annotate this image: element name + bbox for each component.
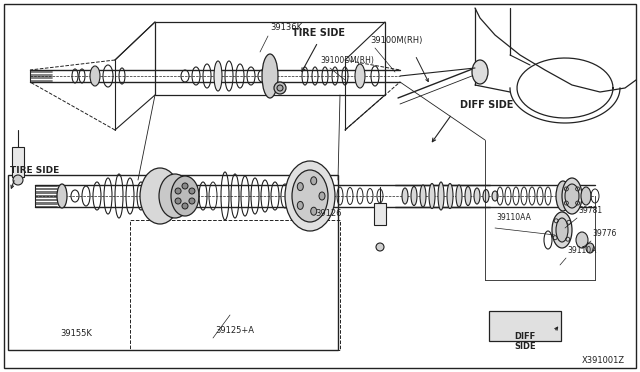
Bar <box>12 147 24 177</box>
Text: 39110A: 39110A <box>567 246 596 255</box>
Ellipse shape <box>13 175 23 185</box>
Ellipse shape <box>492 191 498 201</box>
Ellipse shape <box>189 198 195 204</box>
Ellipse shape <box>355 64 365 88</box>
Ellipse shape <box>586 243 594 253</box>
Bar <box>130 220 340 350</box>
Text: 39136K: 39136K <box>270 23 302 32</box>
Ellipse shape <box>189 188 195 194</box>
Ellipse shape <box>456 185 462 207</box>
Ellipse shape <box>447 183 453 208</box>
Text: 39781: 39781 <box>578 206 602 215</box>
Bar <box>8 175 338 350</box>
Ellipse shape <box>565 184 579 208</box>
Ellipse shape <box>474 188 480 204</box>
Ellipse shape <box>277 85 283 91</box>
Text: 39100DM(RH): 39100DM(RH) <box>320 56 374 65</box>
Ellipse shape <box>376 243 384 251</box>
Ellipse shape <box>472 60 488 84</box>
Ellipse shape <box>552 212 572 248</box>
Ellipse shape <box>310 207 317 215</box>
Ellipse shape <box>140 168 180 224</box>
Ellipse shape <box>57 184 67 208</box>
Ellipse shape <box>420 185 426 207</box>
Ellipse shape <box>465 186 471 205</box>
Ellipse shape <box>90 66 100 86</box>
Ellipse shape <box>411 186 417 205</box>
Ellipse shape <box>402 188 408 204</box>
Ellipse shape <box>175 188 181 194</box>
Ellipse shape <box>310 177 317 185</box>
Text: DIFF
SIDE: DIFF SIDE <box>514 332 536 352</box>
Text: DIFF SIDE: DIFF SIDE <box>460 100 513 110</box>
Ellipse shape <box>298 201 303 209</box>
Ellipse shape <box>576 232 588 248</box>
Ellipse shape <box>562 178 582 214</box>
Text: 39100M(RH): 39100M(RH) <box>370 36 422 45</box>
Ellipse shape <box>274 82 286 94</box>
FancyBboxPatch shape <box>489 311 561 341</box>
Ellipse shape <box>319 192 325 200</box>
Ellipse shape <box>285 161 335 231</box>
Text: TIRE SIDE: TIRE SIDE <box>10 166 60 175</box>
Ellipse shape <box>483 189 489 202</box>
Ellipse shape <box>429 183 435 208</box>
Bar <box>374 203 386 225</box>
Ellipse shape <box>262 54 278 98</box>
Text: 39125+A: 39125+A <box>215 326 254 335</box>
Ellipse shape <box>556 218 568 242</box>
Ellipse shape <box>438 182 444 210</box>
Ellipse shape <box>556 181 570 211</box>
Ellipse shape <box>171 176 199 216</box>
Ellipse shape <box>292 170 328 222</box>
Ellipse shape <box>159 174 191 218</box>
Text: 39126: 39126 <box>315 209 342 218</box>
Text: 39155K: 39155K <box>60 329 92 338</box>
Ellipse shape <box>298 183 303 190</box>
Text: TIRE SIDE: TIRE SIDE <box>291 28 344 38</box>
Ellipse shape <box>175 198 181 204</box>
Ellipse shape <box>182 203 188 209</box>
Ellipse shape <box>214 61 222 91</box>
Text: 39776: 39776 <box>592 229 616 238</box>
Text: X391001Z: X391001Z <box>582 356 625 365</box>
Ellipse shape <box>581 187 591 205</box>
Ellipse shape <box>182 183 188 189</box>
Text: 39110AA: 39110AA <box>496 213 531 222</box>
